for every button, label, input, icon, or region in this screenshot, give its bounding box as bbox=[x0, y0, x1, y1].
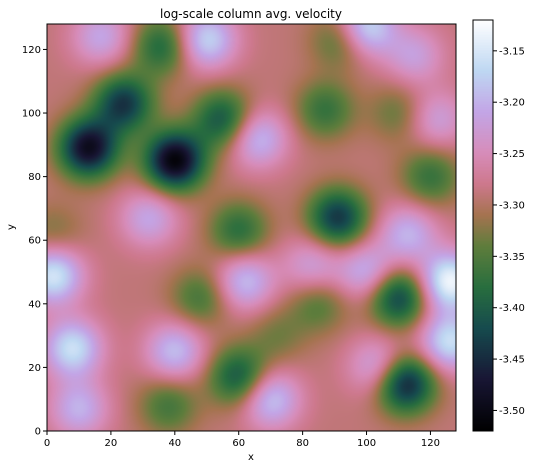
y-axis-ticks: 0 20 40 60 80 100 120 bbox=[22, 45, 47, 438]
chart-title: log-scale column avg. velocity bbox=[160, 7, 342, 21]
colorbar-tick-label: -3.45 bbox=[499, 355, 525, 366]
heatmap-image bbox=[47, 24, 456, 431]
y-tick-label: 100 bbox=[22, 109, 41, 120]
x-tick-label: 80 bbox=[296, 438, 309, 449]
colorbar-tick-label: -3.35 bbox=[499, 252, 525, 263]
colorbar: -3.50 -3.45 -3.40 -3.35 -3.30 -3.25 -3.20 -3.15 bbox=[472, 19, 525, 432]
colorbar-tick-label: -3.30 bbox=[499, 200, 525, 211]
y-tick-label: 0 bbox=[35, 427, 41, 438]
y-axis-label: y bbox=[6, 224, 17, 230]
y-tick-label: 40 bbox=[28, 299, 41, 310]
y-tick-label: 20 bbox=[28, 363, 41, 374]
plot-frame bbox=[46, 23, 457, 432]
x-tick-label: 120 bbox=[421, 438, 440, 449]
colorbar-frame bbox=[472, 19, 494, 432]
colorbar-tick-label: -3.40 bbox=[499, 303, 525, 314]
y-tick-label: 60 bbox=[28, 236, 41, 247]
x-axis-label: x bbox=[248, 452, 254, 463]
x-tick-label: 0 bbox=[44, 438, 50, 449]
x-axis-ticks: 0 20 40 60 80 100 120 bbox=[44, 431, 440, 449]
colorbar-tick-label: -3.20 bbox=[499, 98, 525, 109]
colorbar-ticks: -3.50 -3.45 -3.40 -3.35 -3.30 -3.25 -3.20 -3.15 bbox=[493, 46, 525, 417]
colorbar-gradient bbox=[473, 20, 493, 431]
plot-area bbox=[46, 23, 457, 432]
y-tick-label: 80 bbox=[28, 172, 41, 183]
x-tick-label: 60 bbox=[232, 438, 245, 449]
x-tick-label: 40 bbox=[168, 438, 181, 449]
x-tick-label: 20 bbox=[105, 438, 118, 449]
colorbar-tick-label: -3.50 bbox=[499, 406, 525, 417]
y-tick-label: 120 bbox=[22, 45, 41, 56]
colorbar-tick-label: -3.15 bbox=[499, 46, 525, 57]
colorbar-tick-label: -3.25 bbox=[499, 149, 525, 160]
x-tick-label: 100 bbox=[357, 438, 376, 449]
